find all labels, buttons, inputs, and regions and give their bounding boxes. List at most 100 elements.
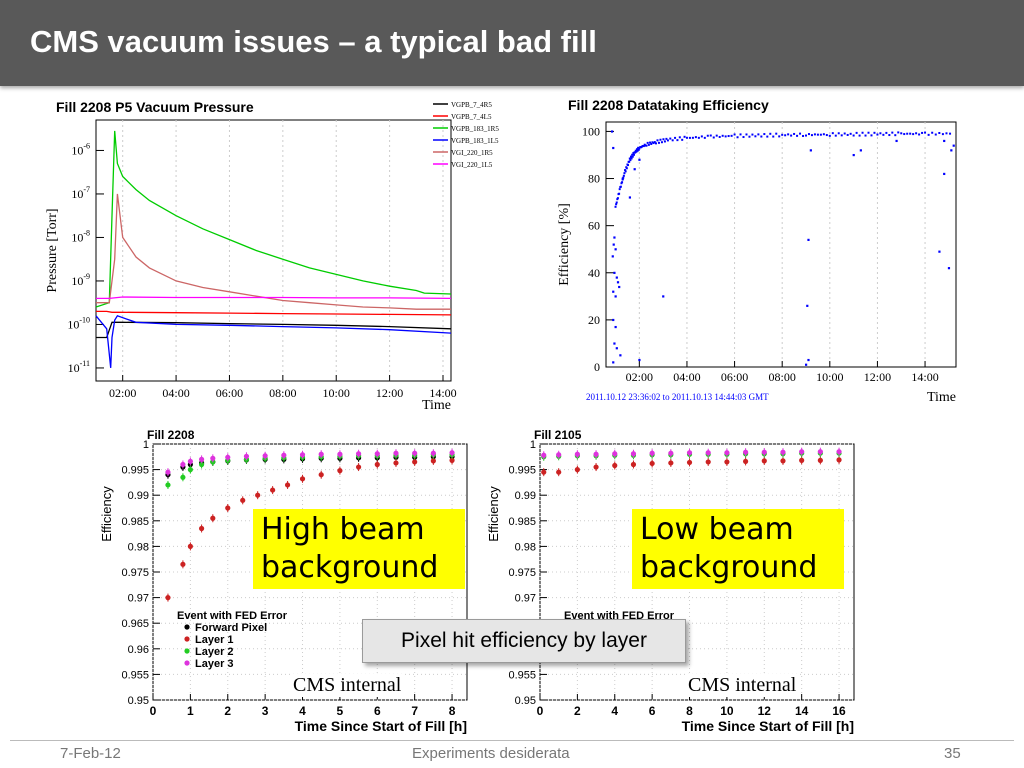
legend-entry: VGI_220_1L5 <box>451 161 493 169</box>
legend-entry: VGPB_7_4R5 <box>451 101 492 109</box>
y-tick-exponent: -9 <box>83 272 90 281</box>
data-point <box>683 135 686 138</box>
data-point <box>873 131 876 134</box>
data-point <box>668 460 674 466</box>
series-line <box>96 321 452 339</box>
data-point <box>742 449 749 455</box>
data-point <box>858 134 861 137</box>
data-point <box>556 452 562 458</box>
data-point <box>891 131 894 134</box>
datataking-chart-panel: Fill 2208 Datataking Efficiency 02:00 04:0… <box>550 92 964 414</box>
data-point <box>632 152 635 155</box>
data-point <box>165 482 171 488</box>
data-point <box>817 449 823 455</box>
data-point <box>635 148 638 151</box>
data-point <box>449 450 455 456</box>
data-point <box>635 150 638 153</box>
data-point <box>616 197 619 200</box>
data-point <box>834 134 837 137</box>
x-tick-label: 6 <box>374 704 381 718</box>
data-point <box>627 164 630 167</box>
data-point <box>733 133 736 136</box>
data-point <box>938 250 941 253</box>
data-point <box>876 133 879 136</box>
x-tick-label: 16 <box>832 704 846 718</box>
data-point <box>630 461 637 468</box>
data-point <box>918 133 921 136</box>
data-point <box>715 134 718 137</box>
pressure-chart: Fill 2208 P5 Vacuum Pressure 02:00 04:00 06… <box>45 99 499 413</box>
data-point <box>611 255 614 258</box>
data-point <box>630 451 637 457</box>
data-point <box>633 168 636 171</box>
y-tick-label: 20 <box>588 313 600 327</box>
y-tick-label: 10-6 <box>71 141 90 157</box>
footer-page-number: 35 <box>944 745 961 762</box>
x-axis-label: Time Since Start of Fill [h] <box>682 718 854 734</box>
x-tick-label: 08:00 <box>769 370 796 384</box>
pressure-chart-panel: Fill 2208 P5 Vacuum Pressure 02:00 04:00 06… <box>38 94 520 416</box>
data-point <box>337 451 343 457</box>
data-point <box>612 318 615 322</box>
data-point <box>730 134 733 137</box>
data-point <box>165 469 171 475</box>
legend-marker <box>184 660 190 666</box>
y-tick-label: 0.97 <box>128 593 149 605</box>
data-point <box>864 134 867 137</box>
data-point <box>859 149 862 152</box>
data-point <box>760 135 763 138</box>
chart-title: Fill 2208 P5 Vacuum Pressure <box>56 99 254 115</box>
x-tick-label: 06:00 <box>216 386 243 400</box>
y-tick-label: 0.95 <box>128 695 149 707</box>
data-point <box>618 188 621 191</box>
y-tick-label: 10-11 <box>68 359 90 375</box>
y-tick-label: 0.95 <box>515 695 536 707</box>
data-point <box>187 543 193 549</box>
cms-internal-label-right: CMS internal <box>686 674 799 697</box>
data-point <box>825 134 828 137</box>
data-point <box>799 132 802 135</box>
data-point <box>624 170 627 173</box>
x-tick-label: 10:00 <box>816 370 843 384</box>
data-point <box>810 134 813 137</box>
series-line <box>96 193 451 310</box>
data-point <box>393 450 399 456</box>
data-point <box>615 203 618 206</box>
data-point <box>621 181 624 184</box>
data-point <box>909 132 912 135</box>
data-point <box>665 137 668 140</box>
y-axis-label: Efficiency <box>99 486 114 542</box>
data-point <box>642 145 645 148</box>
data-point <box>355 464 362 470</box>
chart-title: Fill 2105 <box>534 428 582 442</box>
data-point <box>318 451 324 457</box>
data-point <box>807 133 810 136</box>
data-point <box>852 134 855 137</box>
data-point <box>817 457 823 463</box>
y-tick-label: 0.985 <box>121 516 149 528</box>
low-beam-background-callout: Low beam background <box>632 509 844 589</box>
data-point <box>623 172 626 175</box>
data-point <box>284 482 291 488</box>
y-axis-label: Pressure [Torr] <box>45 208 60 292</box>
data-point <box>619 354 622 357</box>
data-point <box>681 138 684 141</box>
x-tick-label: 04:00 <box>673 370 700 384</box>
footer-date: 7-Feb-12 <box>60 745 121 762</box>
data-point <box>712 136 715 139</box>
data-point <box>805 363 808 366</box>
x-tick-label: 2 <box>574 704 581 718</box>
data-point <box>650 142 653 145</box>
y-tick-label: 0.995 <box>121 465 149 477</box>
data-point <box>210 515 216 521</box>
data-point <box>671 139 674 142</box>
data-point <box>678 136 681 139</box>
data-point <box>225 454 231 460</box>
data-point <box>649 141 652 144</box>
y-tick-base: 10 <box>67 317 79 331</box>
data-point <box>805 134 807 137</box>
data-point <box>870 134 873 137</box>
date-range-subtitle: 2011.10.12 23:36:02 to 2011.10.13 14:44:… <box>586 392 769 402</box>
data-point <box>947 267 951 270</box>
data-point <box>802 135 805 138</box>
